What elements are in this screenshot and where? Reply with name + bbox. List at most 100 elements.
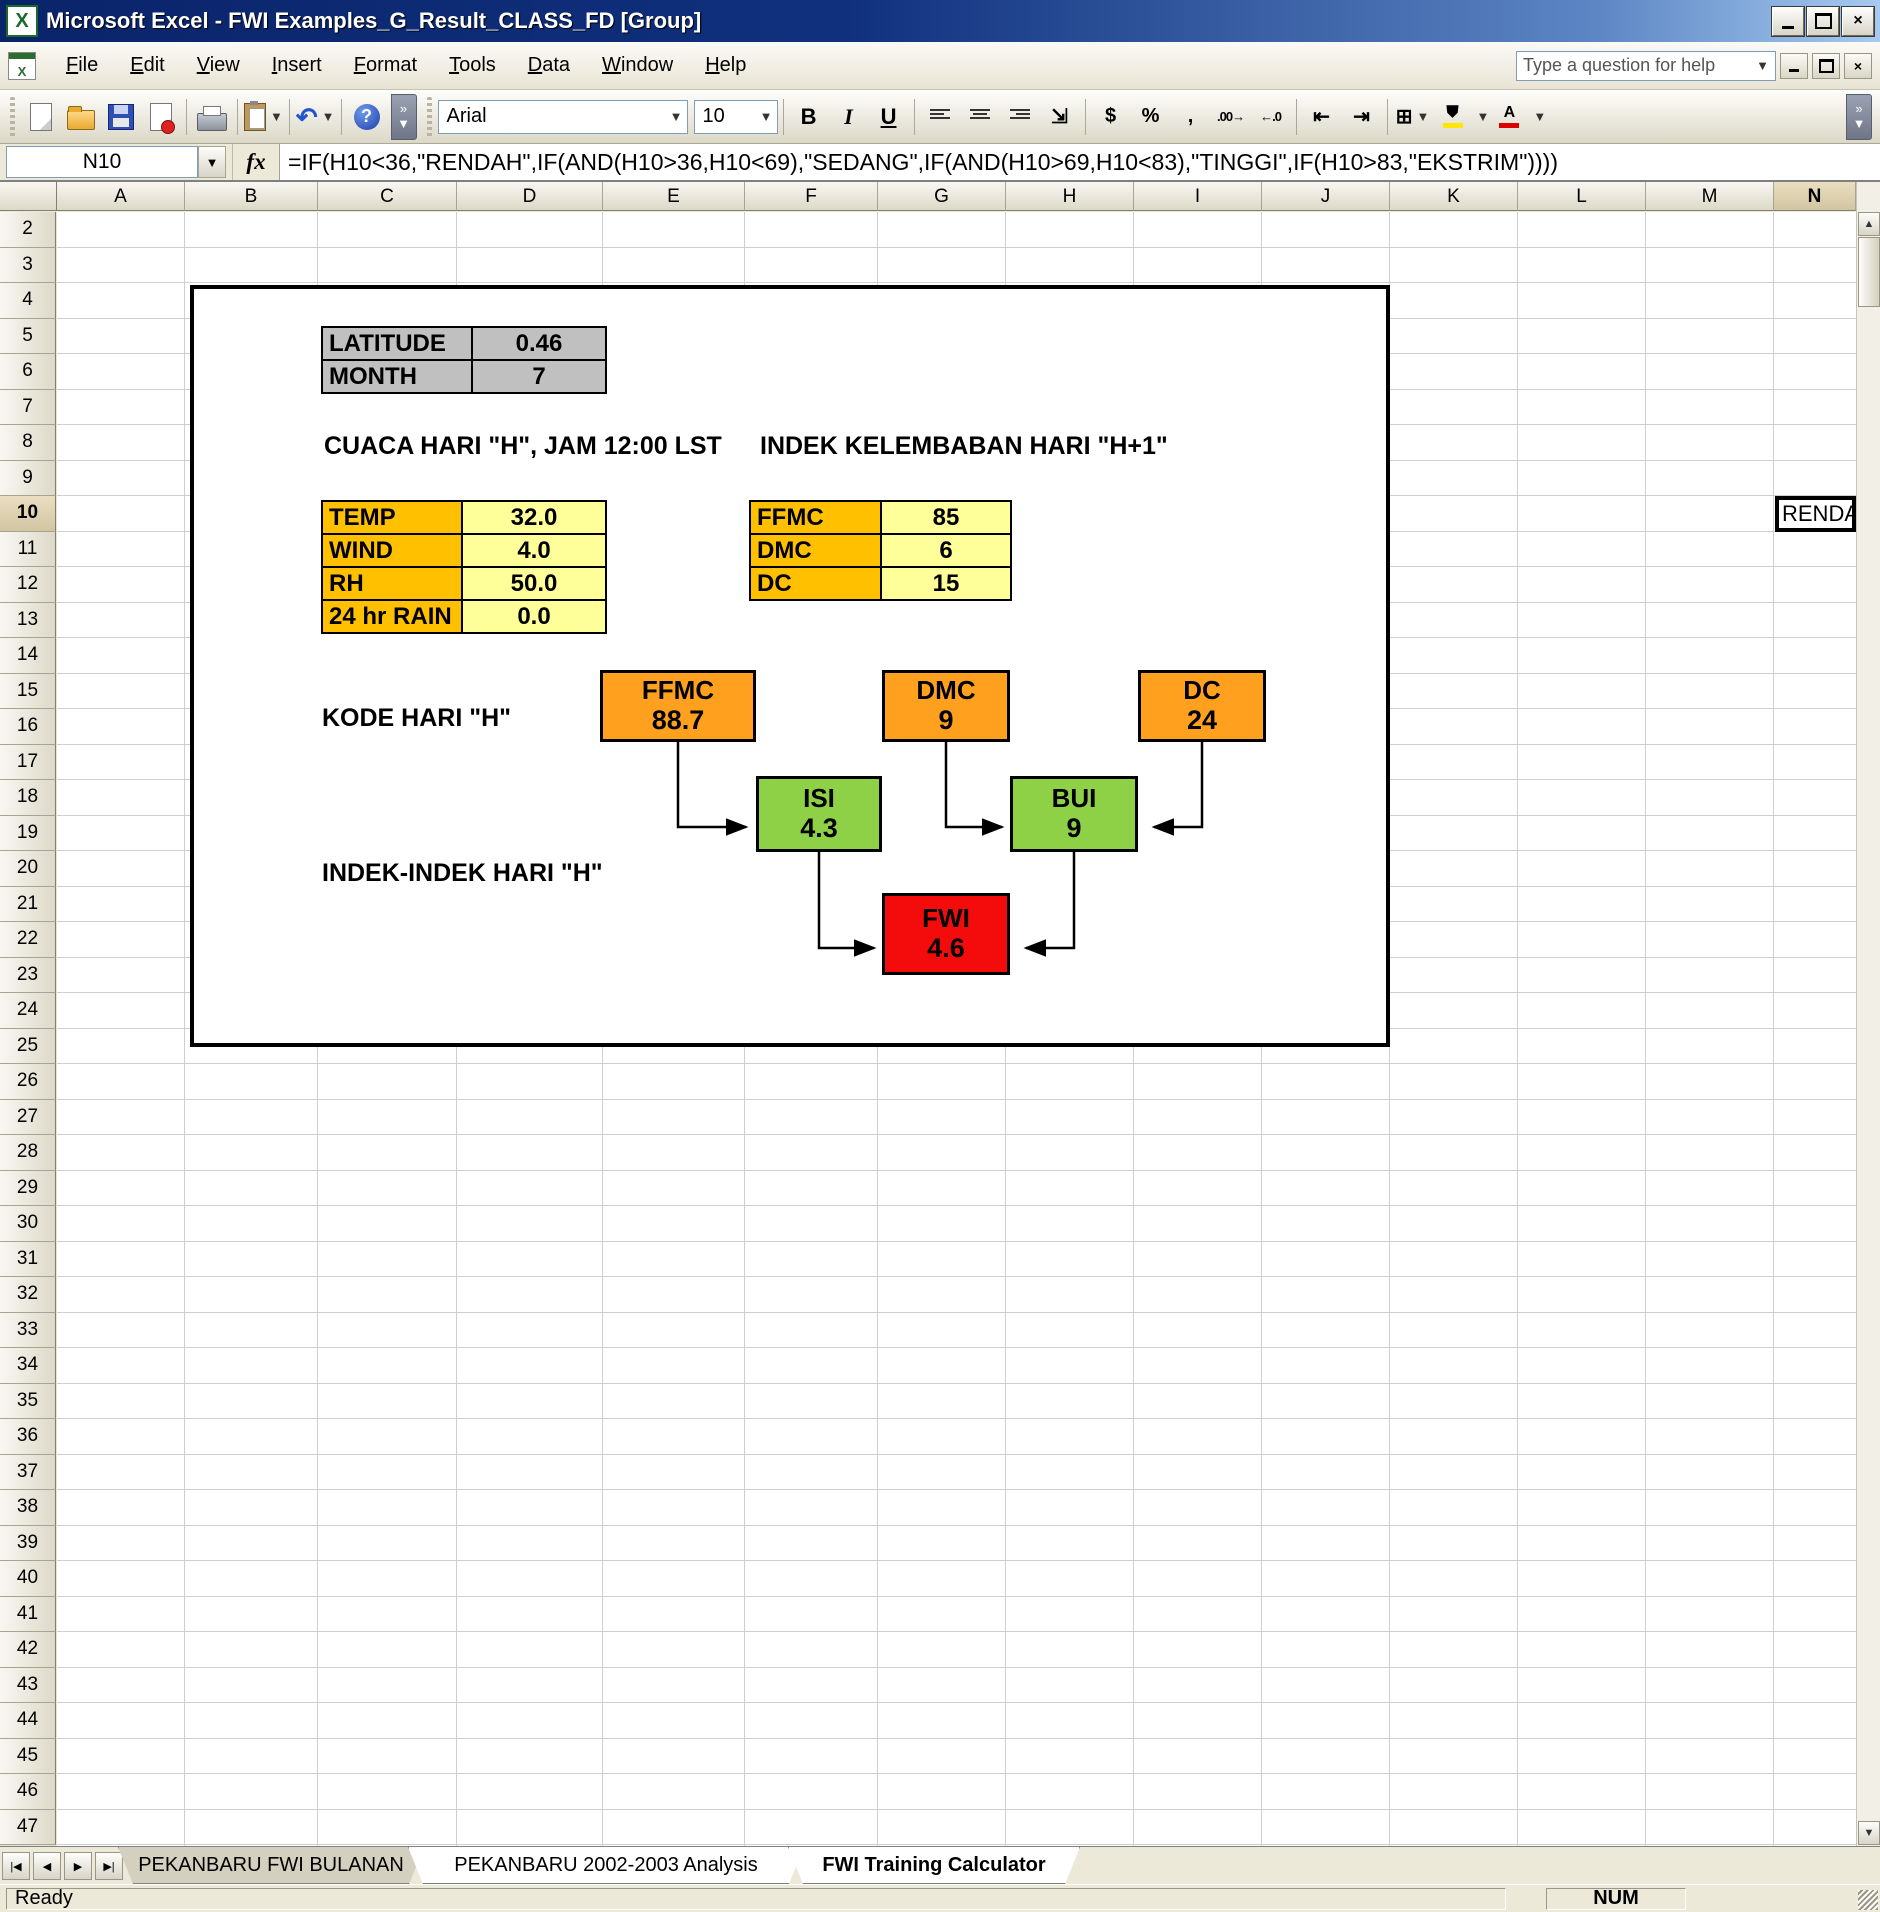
help-button[interactable]: ? (348, 97, 386, 137)
font-size-select[interactable]: 10 ▼ (693, 99, 778, 134)
permission-button[interactable] (142, 97, 180, 137)
currency-button[interactable]: $ (1104, 105, 1117, 127)
align-center-button[interactable] (961, 97, 999, 137)
row-header-18[interactable]: 18 (0, 780, 56, 816)
last-sheet-button[interactable]: ▶| (95, 1852, 123, 1880)
row-header-17[interactable]: 17 (0, 744, 56, 780)
dc-label-cell[interactable]: DC (749, 566, 882, 601)
row-header-29[interactable]: 29 (0, 1170, 56, 1206)
row-header-22[interactable]: 22 (0, 922, 56, 958)
toolbar-options-chevron[interactable]: » ▼ (1846, 93, 1872, 140)
column-header-L[interactable]: L (1518, 182, 1646, 211)
row-header-30[interactable]: 30 (0, 1206, 56, 1242)
row-header-33[interactable]: 33 (0, 1312, 56, 1348)
paste-button[interactable]: ▼ (244, 97, 283, 137)
percent-button[interactable]: % (1141, 105, 1160, 127)
month-value-cell[interactable]: 7 (471, 359, 607, 394)
previous-sheet-button[interactable]: ◀ (33, 1852, 61, 1880)
restore-button[interactable] (1806, 5, 1840, 37)
column-header-E[interactable]: E (603, 182, 745, 211)
menu-tools[interactable]: Tools (449, 54, 496, 76)
workbook-close-button[interactable]: × (1844, 52, 1872, 79)
column-header-A[interactable]: A (57, 182, 185, 211)
minimize-button[interactable] (1771, 5, 1805, 37)
toolbar-grip[interactable] (426, 96, 432, 137)
latitude-value-cell[interactable]: 0.46 (471, 326, 607, 361)
row-header-26[interactable]: 26 (0, 1064, 56, 1100)
formula-input[interactable]: =IF(H10<36,"RENDAH",IF(AND(H10>36,H10<69… (279, 144, 1880, 180)
chevron-down-icon[interactable]: ▼ (270, 109, 283, 124)
next-sheet-button[interactable]: ▶ (64, 1852, 92, 1880)
column-header-F[interactable]: F (745, 182, 878, 211)
decrease-indent-button[interactable]: ⇤ (1313, 106, 1330, 128)
menu-format[interactable]: Format (353, 54, 418, 76)
ffmc-value-cell[interactable]: 85 (880, 500, 1012, 535)
name-box-dropdown[interactable]: ▼ (198, 146, 226, 178)
menu-insert[interactable]: Insert (271, 54, 322, 76)
vertical-scrollbar[interactable]: ▲ ▼ (1856, 182, 1880, 1846)
close-button[interactable]: × (1841, 5, 1875, 37)
row-header-40[interactable]: 40 (0, 1561, 56, 1597)
workbook-minimize-button[interactable] (1780, 52, 1808, 79)
undo-button[interactable]: ↶ ▼ (296, 97, 335, 137)
chevron-down-icon[interactable]: ▼ (1476, 109, 1490, 124)
column-header-M[interactable]: M (1646, 182, 1774, 211)
menu-view[interactable]: View (196, 54, 240, 76)
underline-button[interactable]: U (880, 103, 897, 129)
ffmc-box[interactable]: FFMC 88.7 (600, 670, 756, 742)
rh-value-cell[interactable]: 50.0 (461, 566, 607, 601)
spreadsheet-grid[interactable]: LATITUDE 0.46 MONTH 7 CUACA HARI "H", JA… (57, 212, 1856, 1846)
increase-decimal-button[interactable]: .00→ (1217, 109, 1245, 124)
row-header-28[interactable]: 28 (0, 1135, 56, 1171)
vertical-scroll-thumb[interactable] (1858, 237, 1880, 307)
column-header-G[interactable]: G (878, 182, 1006, 211)
row-header-42[interactable]: 42 (0, 1632, 56, 1668)
comma-button[interactable]: , (1187, 105, 1194, 127)
scroll-up-button[interactable]: ▲ (1858, 212, 1880, 236)
workbook-restore-button[interactable] (1812, 52, 1840, 79)
row-header-6[interactable]: 6 (0, 354, 56, 390)
menu-data[interactable]: Data (527, 54, 571, 76)
column-header-N[interactable]: N (1774, 182, 1856, 211)
row-header-31[interactable]: 31 (0, 1241, 56, 1277)
row-header-10[interactable]: 10 (0, 496, 56, 532)
row-header-36[interactable]: 36 (0, 1419, 56, 1455)
row-header-5[interactable]: 5 (0, 318, 56, 354)
row-header-43[interactable]: 43 (0, 1667, 56, 1703)
ffmc-label-cell[interactable]: FFMC (749, 500, 882, 535)
column-header-K[interactable]: K (1390, 182, 1518, 211)
row-header-20[interactable]: 20 (0, 851, 56, 887)
resize-grip[interactable] (1858, 1890, 1878, 1910)
row-header-19[interactable]: 19 (0, 815, 56, 851)
row-header-3[interactable]: 3 (0, 247, 56, 283)
menu-file[interactable]: File (66, 54, 99, 76)
row-header-14[interactable]: 14 (0, 638, 56, 674)
row-header-2[interactable]: 2 (0, 212, 56, 248)
first-sheet-button[interactable]: |◀ (2, 1852, 30, 1880)
bold-button[interactable]: B (800, 103, 817, 129)
row-header-24[interactable]: 24 (0, 993, 56, 1029)
row-header-38[interactable]: 38 (0, 1490, 56, 1526)
row-header-4[interactable]: 4 (0, 283, 56, 319)
isi-box[interactable]: ISI 4.3 (756, 776, 882, 852)
wind-label-cell[interactable]: WIND (321, 533, 463, 568)
selected-cell-N10[interactable]: RENDAH (1775, 496, 1856, 532)
align-right-button[interactable] (1001, 97, 1039, 137)
row-header-37[interactable]: 37 (0, 1454, 56, 1490)
column-header-J[interactable]: J (1262, 182, 1390, 211)
row-header-21[interactable]: 21 (0, 886, 56, 922)
chevron-down-icon[interactable]: ▼ (321, 109, 335, 124)
row-header-25[interactable]: 25 (0, 1028, 56, 1064)
row-header-23[interactable]: 23 (0, 957, 56, 993)
column-header-B[interactable]: B (185, 182, 318, 211)
dmc-value-cell[interactable]: 6 (880, 533, 1012, 568)
wind-value-cell[interactable]: 4.0 (461, 533, 607, 568)
save-button[interactable] (102, 97, 140, 137)
row-header-8[interactable]: 8 (0, 425, 56, 461)
row-header-47[interactable]: 47 (0, 1809, 56, 1845)
tab-pekanbaru-fwi-bulanan[interactable]: PEKANBARU FWI BULANAN (118, 1847, 424, 1884)
column-header-I[interactable]: I (1134, 182, 1262, 211)
row-header-41[interactable]: 41 (0, 1596, 56, 1632)
print-button[interactable] (193, 97, 231, 137)
row-header-7[interactable]: 7 (0, 389, 56, 425)
